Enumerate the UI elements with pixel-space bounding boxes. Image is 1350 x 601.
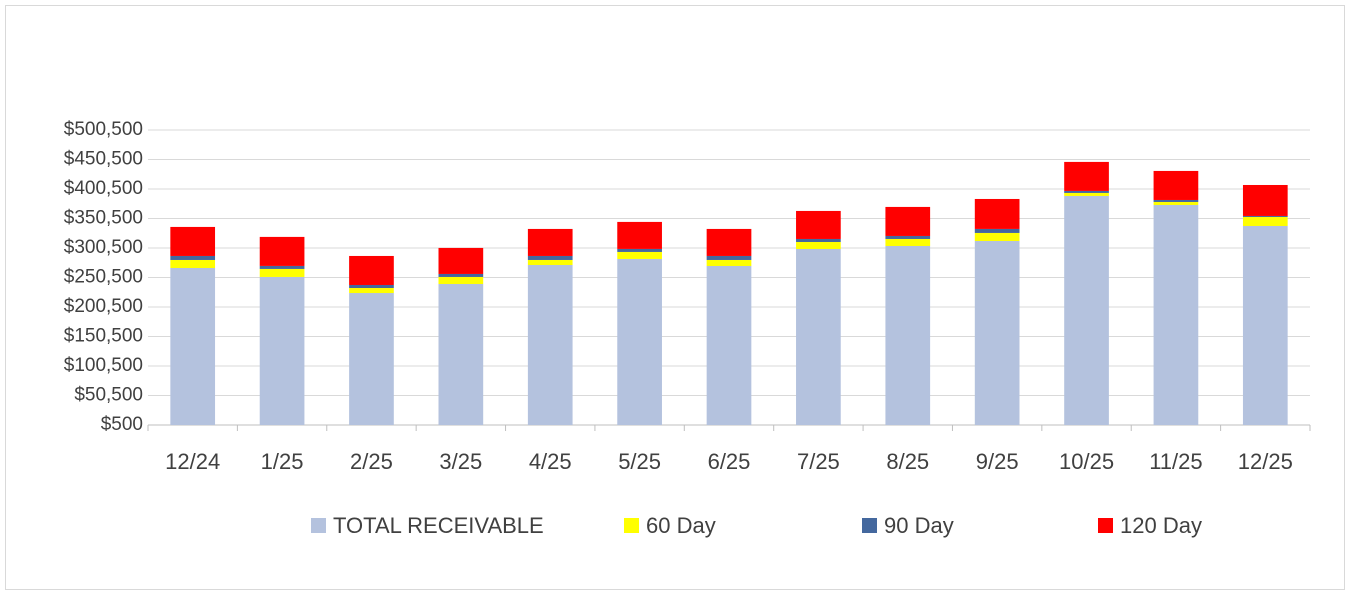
bar-segment [796,210,841,239]
bar-segment [706,259,752,266]
bar-segment [527,228,573,256]
bar-segment [527,259,573,265]
x-tick-label: 12/24 [165,449,220,474]
x-tick-label: 7/25 [797,449,840,474]
y-tick-label: $300,500 [64,237,143,258]
x-tick-label: 10/25 [1059,449,1114,474]
bar-segment [438,276,484,284]
x-tick-label: 12/25 [1238,449,1293,474]
bar-segment [527,264,573,425]
x-tick-label: 5/25 [618,449,661,474]
bar-segment [1153,201,1199,205]
x-tick-label: 8/25 [886,449,929,474]
bar-segment [974,240,1020,425]
bar-segment [349,288,394,294]
bar-segment [1242,184,1288,216]
bar-segment [170,268,216,425]
bar-segment [885,238,931,246]
bar-segment [885,235,931,239]
bar-segment [527,255,573,260]
bar-segment [706,265,752,425]
bar-segment [259,276,305,425]
y-tick-label: $350,500 [64,208,143,229]
bar-segment [259,236,305,266]
legend-label: 90 Day [884,513,954,538]
bar-segment [796,249,841,425]
bar-segment [796,241,841,250]
bar-segment [1242,215,1288,217]
bar-segment [1153,170,1199,200]
bar-segment [170,259,216,269]
chart-border [5,5,1345,590]
y-tick-label: $150,500 [64,326,143,347]
bar-segment [617,258,662,425]
bar-segment [706,228,752,256]
legend-label: TOTAL RECEIVABLE [333,513,544,538]
bar-segment [1064,161,1109,191]
bar-segment [349,284,394,289]
bar-segment [170,226,216,256]
bar-segment [1064,190,1109,193]
legend-swatch [311,518,326,533]
bar-segment [706,255,752,260]
bar-segment [617,248,662,252]
x-tick-label: 1/25 [261,449,304,474]
bar-segment [349,293,394,425]
y-tick-label: $100,500 [64,355,143,376]
x-tick-label: 3/25 [439,449,482,474]
y-tick-label: $450,500 [64,149,143,170]
bar-segment [438,273,484,277]
y-tick-label: $400,500 [64,178,143,199]
bar-segment [885,245,931,425]
bar-segment [617,221,662,249]
x-tick-label: 4/25 [529,449,572,474]
y-tick-label: $500 [101,414,143,435]
x-tick-label: 11/25 [1149,449,1202,474]
bar-segment [885,206,931,236]
bar-segment [1064,195,1109,425]
bar-segment [974,198,1020,229]
y-tick-label: $50,500 [74,385,143,406]
bar-segment [1064,192,1109,196]
legend-swatch [1098,518,1113,533]
bar-segment [796,238,841,242]
y-tick-label: $250,500 [64,267,143,288]
bar-segment [1242,225,1288,425]
bar-segment [170,255,216,260]
bar-segment [1242,216,1288,226]
x-tick-label: 2/25 [350,449,393,474]
legend-swatch [862,518,877,533]
y-tick-label: $200,500 [64,296,143,317]
legend-swatch [624,518,639,533]
x-tick-label: 9/25 [976,449,1019,474]
bar-segment [974,228,1020,233]
legend-label: 60 Day [646,513,716,538]
bar-segment [974,232,1020,241]
bar-segment [438,247,484,274]
x-tick-label: 6/25 [708,449,751,474]
legend-label: 120 Day [1120,513,1202,538]
bar-segment [349,255,394,285]
bar-segment [1153,199,1199,202]
y-tick-label: $500,500 [64,119,143,140]
bar-segment [438,283,484,425]
bar-segment [617,251,662,259]
bar-segment [259,268,305,277]
bar-segment [259,265,305,269]
bar-segment [1153,204,1199,425]
